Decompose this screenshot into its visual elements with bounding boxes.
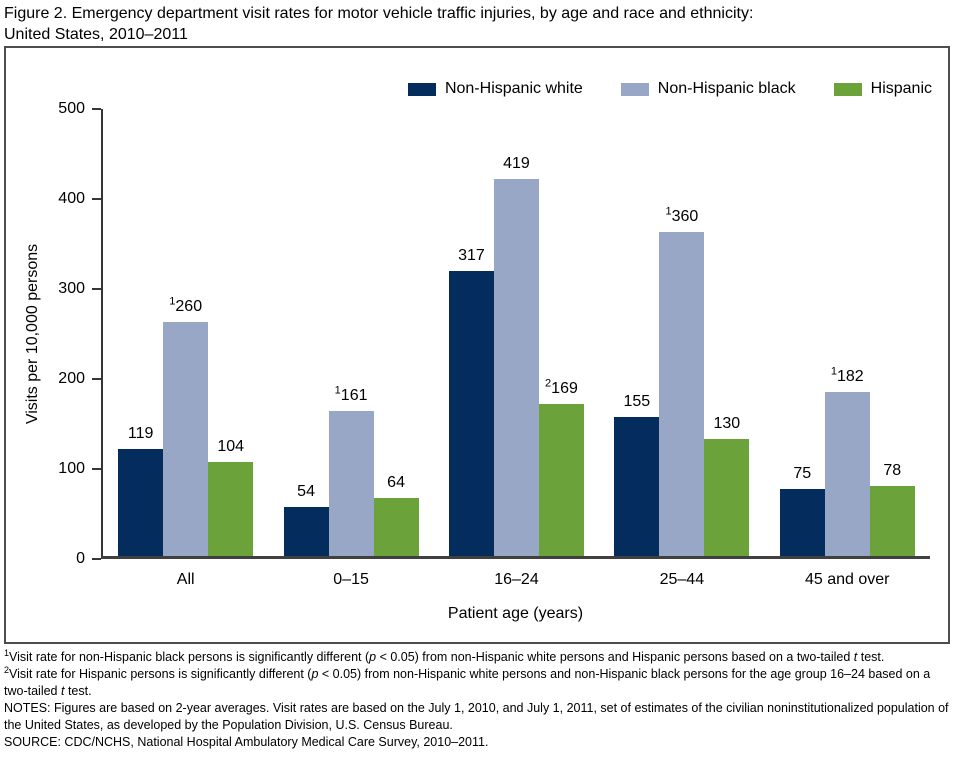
bar-column: 75 [779,109,825,556]
bar-group: 75 1182 78 45 and over [779,109,915,588]
chart-panel: Non-Hispanic white Non-Hispanic black Hisp… [4,46,950,644]
y-axis-title: Visits per 10,000 persons [24,243,41,425]
legend-item: Non-Hispanic white [407,80,583,98]
x-axis-category-label: 0–15 [333,571,369,588]
bar-column: 64 [373,109,419,556]
y-axis-tick-label: 0 [76,550,85,567]
bar-value-label: 64 [387,474,405,492]
bar [373,498,419,556]
y-axis-tick-label: 100 [58,460,85,477]
bar-column: 1161 [328,109,374,556]
bar-group: 317 419 2169 16–24 [448,109,584,588]
bar-column: 1360 [659,109,705,556]
chart-legend: Non-Hispanic white Non-Hispanic black Hisp… [407,80,932,98]
bar [824,392,870,556]
y-axis-tick-label: 400 [58,190,85,207]
bar [659,232,705,556]
bar-value-label: 104 [217,438,245,456]
bar-value-label: 1161 [334,384,368,405]
bar [283,507,329,556]
bar [448,270,494,556]
bar-column: 104 [208,109,254,556]
y-axis-tick [92,378,101,380]
legend-swatch-icon [407,82,436,96]
footnote-line: NOTES: Figures are based on 2-year avera… [4,701,949,732]
x-axis-category-label: All [176,571,195,588]
bar-group: 155 1360 130 25–44 [614,109,750,588]
bar-column: 155 [614,109,660,556]
bar [704,439,750,556]
bar-value-label: 130 [713,415,741,432]
legend-label: Non-Hispanic black [657,80,796,97]
bar-value-label: 1360 [665,205,699,225]
y-axis-tick-label: 500 [58,100,85,117]
footnote-line: SOURCE: CDC/NCHS, National Hospital Ambu… [4,735,489,749]
y-axis-tick [92,468,101,470]
bar-value-label: 78 [883,461,902,479]
bar-value-label: 75 [793,464,812,482]
bar-column: 1260 [163,109,209,556]
x-axis-category-label: 16–24 [494,571,539,588]
bar [538,403,584,556]
y-axis-tick [92,108,101,110]
figure-title: Figure 2. Emergency department visit rat… [4,3,753,45]
bar-value-label: 419 [503,154,530,172]
y-axis-tick [92,288,101,290]
footnotes: 1Visit rate for non-Hispanic black perso… [4,647,956,751]
bar-value-label: 155 [623,392,651,410]
footnote-line: 2Visit rate for Hispanic persons is sign… [4,664,931,698]
bar [614,416,660,556]
x-axis-category-label: 45 and over [804,571,890,588]
bar-group: 54 1161 64 0–15 [283,109,419,588]
bar-column: 119 [118,109,164,556]
bar-column: 54 [283,109,329,556]
bar-column: 2169 [538,109,584,556]
bar-column: 130 [704,109,750,556]
bar [118,448,164,556]
x-axis-category-label: 25–44 [659,571,705,588]
legend-item: Non-Hispanic black [620,80,796,98]
bar-column: 419 [493,109,539,556]
y-axis-tick [92,558,101,560]
bar-value-label: 2169 [545,377,578,397]
x-axis-title: Patient age (years) [447,605,584,622]
bar-value-label: 317 [458,246,485,264]
y-axis-tick-label: 200 [58,370,85,387]
legend-label: Non-Hispanic white [444,80,583,97]
bar-column: 78 [869,109,915,556]
y-axis-tick-label: 300 [58,280,85,297]
bar-groups: 119 1260 104 All 54 1161 64 0–15 317 419 2169 16–24… [103,109,930,588]
bar [208,462,254,556]
bar-value-label: 54 [297,483,315,501]
legend-swatch-icon [620,82,649,96]
bar [163,322,209,556]
bar-value-label: 119 [127,424,154,442]
bar-value-label: 1182 [830,365,864,386]
bar-group: 119 1260 104 All [118,109,254,588]
y-axis-tick [92,198,101,200]
bar-value-label: 1260 [169,295,203,315]
plot-area: 119 1260 104 All 54 1161 64 0–15 317 419 2169 16–24… [58,100,930,588]
legend-item: Hispanic [833,80,932,98]
bar-column: 1182 [824,109,870,556]
bar [869,485,915,556]
legend-swatch-icon [833,82,862,96]
figure-title-line1: Figure 2. Emergency department visit rat… [4,5,754,22]
bar-column: 317 [448,109,494,556]
bar [493,178,539,556]
footnote-line: 1Visit rate for non-Hispanic black perso… [4,647,885,664]
figure-title-line2: United States, 2010–2011 [4,26,188,43]
legend-label: Hispanic [870,80,932,97]
bar [779,488,825,556]
bar [328,411,374,556]
